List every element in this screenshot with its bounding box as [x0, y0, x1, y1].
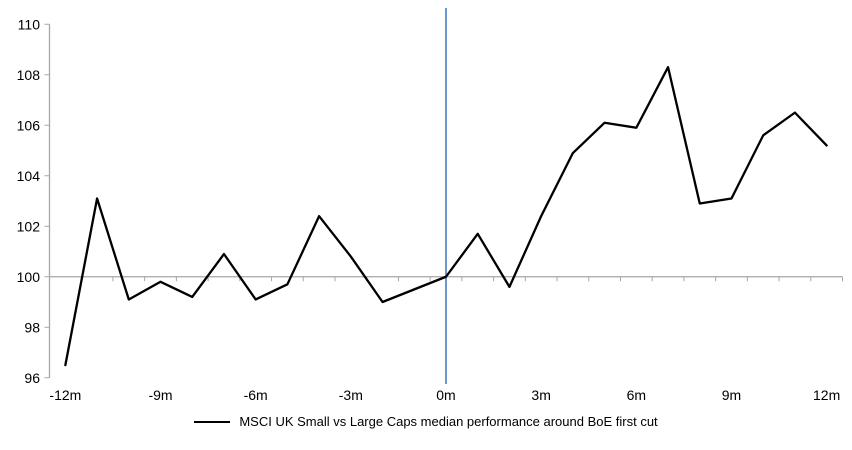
y-tick-label: 100	[17, 269, 41, 285]
y-tick-label: 98	[24, 319, 40, 335]
x-tick-label: -12m	[49, 387, 81, 403]
chart-legend: MSCI UK Small vs Large Caps median perfo…	[0, 414, 852, 429]
x-tick-label: 12m	[813, 387, 840, 403]
x-tick-label: 3m	[531, 387, 550, 403]
y-tick-label: 110	[18, 16, 41, 32]
x-tick-label: -3m	[339, 387, 363, 403]
x-tick-label: 0m	[436, 387, 455, 403]
x-tick-label: 6m	[627, 387, 646, 403]
y-tick-label: 102	[17, 218, 41, 234]
series-line	[64, 66, 828, 367]
legend-label: MSCI UK Small vs Large Caps median perfo…	[239, 414, 658, 429]
legend-line-swatch	[194, 420, 231, 423]
y-tick-label: 96	[24, 370, 40, 386]
y-tick-label: 106	[17, 117, 41, 133]
x-tick-label: -9m	[148, 387, 172, 403]
x-tick-label: -6m	[244, 387, 268, 403]
y-tick-label: 108	[17, 67, 41, 83]
y-tick-label: 104	[17, 168, 41, 184]
x-tick-label: 9m	[722, 387, 741, 403]
